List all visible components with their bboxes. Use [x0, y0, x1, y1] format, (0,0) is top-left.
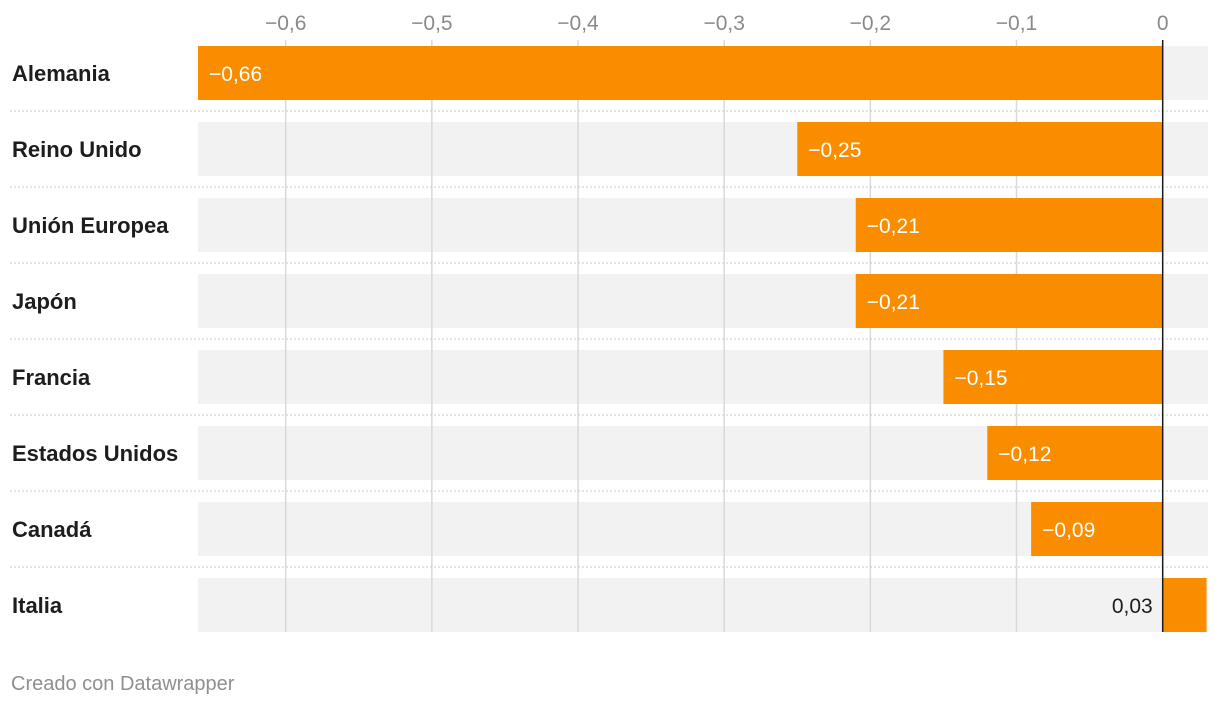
datawrapper-credit[interactable]: Creado con Datawrapper [11, 673, 235, 695]
bar-row: Canadá −0,09 [10, 490, 1208, 568]
x-axis-ticks: −0,6 −0,5 −0,4 −0,3 −0,2 −0,1 0 [265, 12, 1169, 35]
category-label: Estados Unidos [12, 441, 178, 466]
bar-row: Unión Europea −0,21 [10, 186, 1208, 264]
bar [797, 122, 1163, 176]
value-label: −0,66 [209, 63, 262, 86]
category-label: Unión Europea [12, 213, 169, 238]
value-label: −0,25 [808, 139, 861, 162]
bar-row: Estados Unidos −0,12 [10, 414, 1208, 492]
category-label: Francia [12, 365, 91, 390]
value-label: −0,15 [954, 367, 1007, 390]
bar-row: Francia −0,15 [10, 338, 1208, 416]
value-label: −0,09 [1042, 519, 1095, 542]
bar-row: Italia 0,03 [10, 566, 1208, 632]
x-tick-label: −0,1 [996, 12, 1037, 35]
category-label: Japón [12, 289, 77, 314]
x-tick-label: −0,3 [703, 12, 744, 35]
x-tick-label: −0,2 [850, 12, 891, 35]
x-tick-label: −0,6 [265, 12, 306, 35]
category-label: Italia [12, 593, 63, 618]
bar [943, 350, 1163, 404]
value-label: 0,03 [1112, 595, 1153, 618]
category-label: Reino Unido [12, 137, 142, 162]
value-label: −0,21 [867, 215, 920, 238]
bar [855, 198, 1163, 252]
value-label: −0,12 [998, 443, 1051, 466]
bar [1031, 502, 1163, 556]
bar [1162, 578, 1207, 632]
bar [198, 46, 1163, 100]
bar-row: Alemania −0,66 [10, 46, 1208, 112]
bar-row: Japón −0,21 [10, 262, 1208, 340]
bar-rows: Alemania −0,66 Reino Unido −0,25 Unión Europ… [10, 46, 1208, 632]
category-label: Canadá [12, 517, 92, 542]
x-tick-label: −0,5 [411, 12, 452, 35]
bar-row: Reino Unido −0,25 [10, 110, 1208, 188]
bar [987, 426, 1163, 480]
value-label: −0,21 [867, 291, 920, 314]
row-track [198, 578, 1208, 632]
bar-chart: −0,6 −0,5 −0,4 −0,3 −0,2 −0,1 0 Alemania −0,66 R… [10, 12, 1208, 632]
bar [855, 274, 1163, 328]
x-tick-label: −0,4 [557, 12, 599, 35]
x-tick-label: 0 [1157, 12, 1169, 35]
category-label: Alemania [12, 61, 111, 86]
